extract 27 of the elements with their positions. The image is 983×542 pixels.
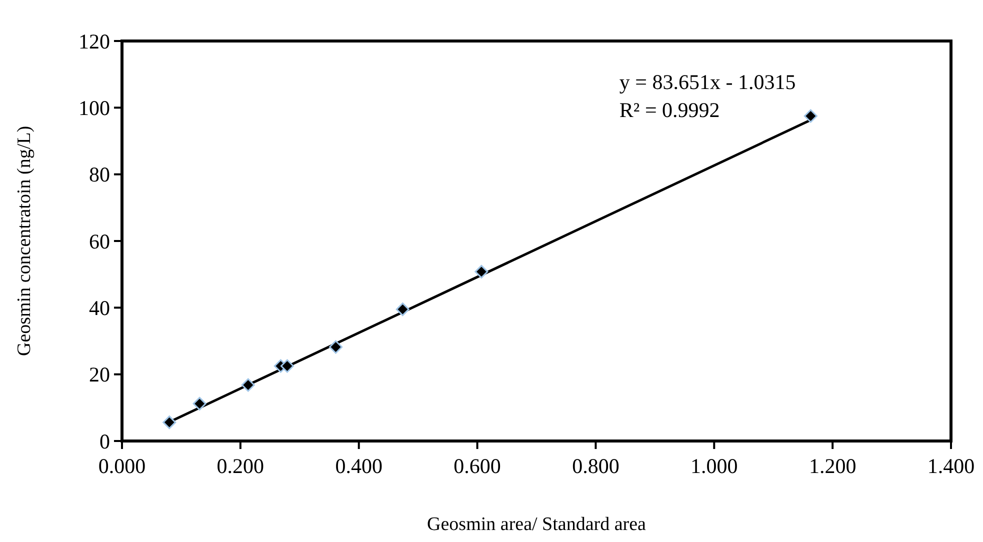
x-tick-label: 1.400 [927, 454, 975, 478]
x-tick-label: 1.200 [808, 454, 856, 478]
point [162, 416, 176, 430]
point [329, 340, 343, 354]
point [192, 396, 206, 410]
x-axis-title: Geosmin area/ Standard area [427, 514, 647, 535]
y-tick-label: 20 [89, 362, 110, 387]
y-tick-label: 80 [89, 162, 110, 187]
annotation: y = 83.651x - 1.0315 [619, 70, 796, 94]
point [280, 359, 294, 373]
x-tick-label: 0.400 [335, 454, 382, 478]
x-tick-label: 0.000 [98, 454, 146, 478]
y-tick-label: 40 [89, 296, 110, 320]
y-axis-title: Geosmin concentratoin (ng/L) [14, 126, 35, 356]
point [396, 302, 410, 316]
x-tick-label: 0.800 [572, 454, 620, 478]
x-tick-label: 1.000 [690, 454, 738, 478]
x-tick-label: 0.600 [454, 454, 501, 478]
y-tick-label: 120 [78, 29, 110, 54]
x-tick-label: 0.200 [216, 454, 264, 478]
annotation: R² = 0.9992 [619, 98, 720, 122]
point [804, 109, 818, 123]
point [241, 378, 255, 392]
point [474, 264, 488, 278]
y-tick-label: 0 [100, 429, 110, 454]
y-tick-label: 60 [89, 229, 110, 254]
y-tick-label: 100 [78, 96, 110, 120]
